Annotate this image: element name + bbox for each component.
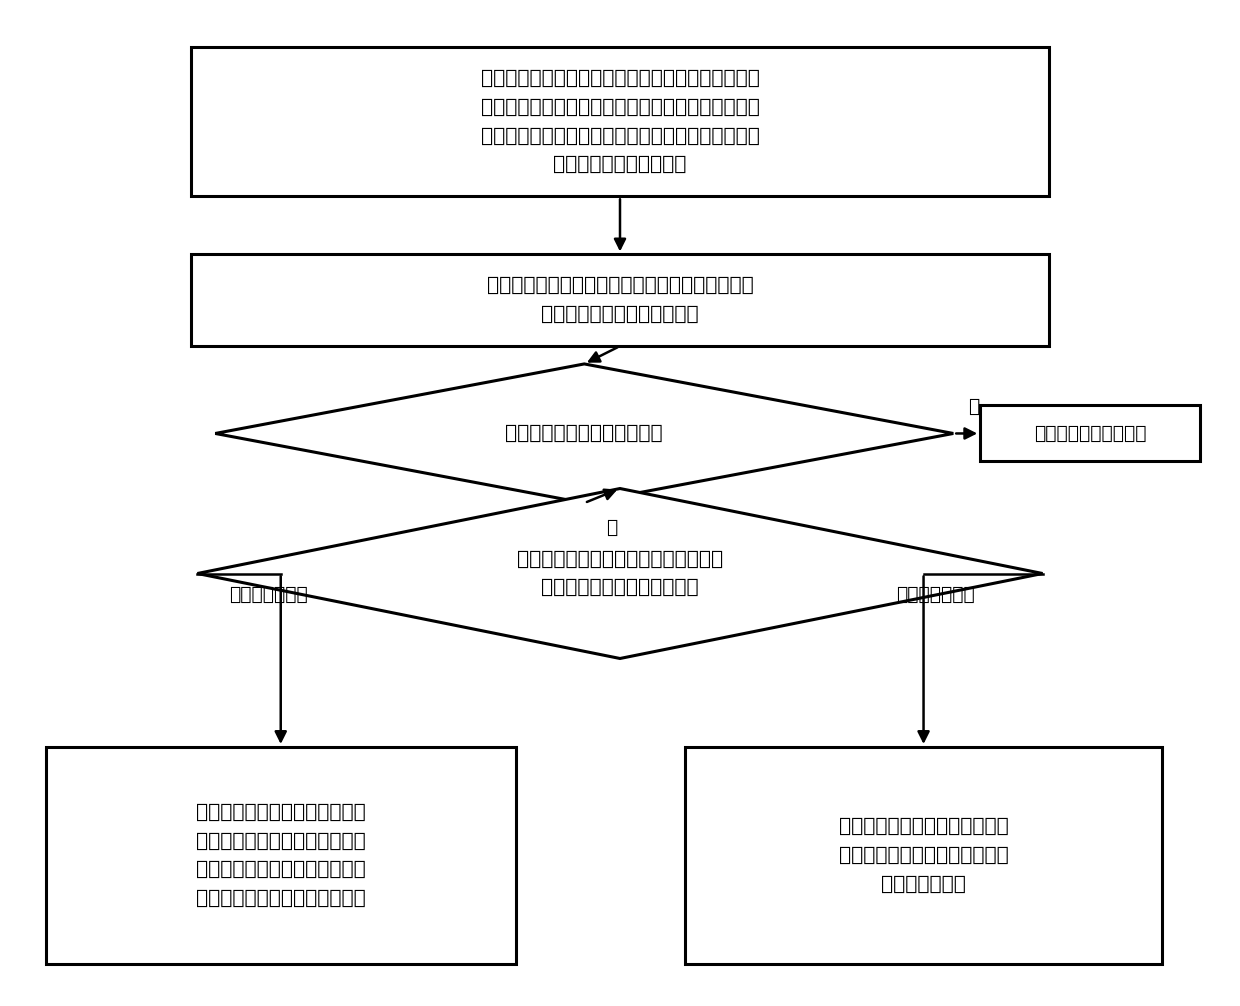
FancyBboxPatch shape (191, 46, 1049, 196)
FancyBboxPatch shape (46, 746, 516, 964)
Text: 依据单体电池预热规程或者直接利用实验或模型的
方法确定分组预热的预热规程: 依据单体电池预热规程或者直接利用实验或模型的 方法确定分组预热的预热规程 (486, 277, 754, 324)
Polygon shape (216, 364, 954, 503)
Text: 有外部电源接入: 有外部电源接入 (897, 585, 975, 604)
Polygon shape (197, 489, 1043, 659)
Text: 当电池组处于低温环境时，判断电池组
充电接口是否与外部电源相连: 当电池组处于低温环境时，判断电池组 充电接口是否与外部电源相连 (517, 549, 723, 598)
Text: 以电池单体或模组为单元对电池组进行分组，并利用
具有开关器件的电路将分组与电池组充电接口连接起
来，另外还需利用具有控制分组相互充放电功能的电
路连接配对的两个: 以电池单体或模组为单元对电池组进行分组，并利用 具有开关器件的电路将分组与电池组… (481, 68, 759, 174)
Text: 否: 否 (967, 397, 978, 416)
FancyBboxPatch shape (686, 746, 1162, 964)
Text: 在有外部电源相连的情况下，依
据分组预热规程，对电池分组交
替进行交流预热: 在有外部电源相连的情况下，依 据分组预热规程，对电池分组交 替进行交流预热 (838, 817, 1008, 893)
FancyBboxPatch shape (980, 405, 1200, 462)
Text: 在无外部电源的情况下，依据所
制定的预热规程，通过分组之间
的控制电路实现分组之间的相互
充放电，针对每个分组实现预热: 在无外部电源的情况下，依据所 制定的预热规程，通过分组之间 的控制电路实现分组之… (196, 803, 366, 908)
Text: 判断电池组是否处于低温环境: 判断电池组是否处于低温环境 (506, 424, 663, 443)
Text: 无外部电源接入: 无外部电源接入 (229, 585, 309, 604)
Text: 不进行预热，结束方法: 不进行预热，结束方法 (1034, 424, 1147, 443)
FancyBboxPatch shape (191, 255, 1049, 346)
Text: 是: 是 (605, 517, 618, 536)
